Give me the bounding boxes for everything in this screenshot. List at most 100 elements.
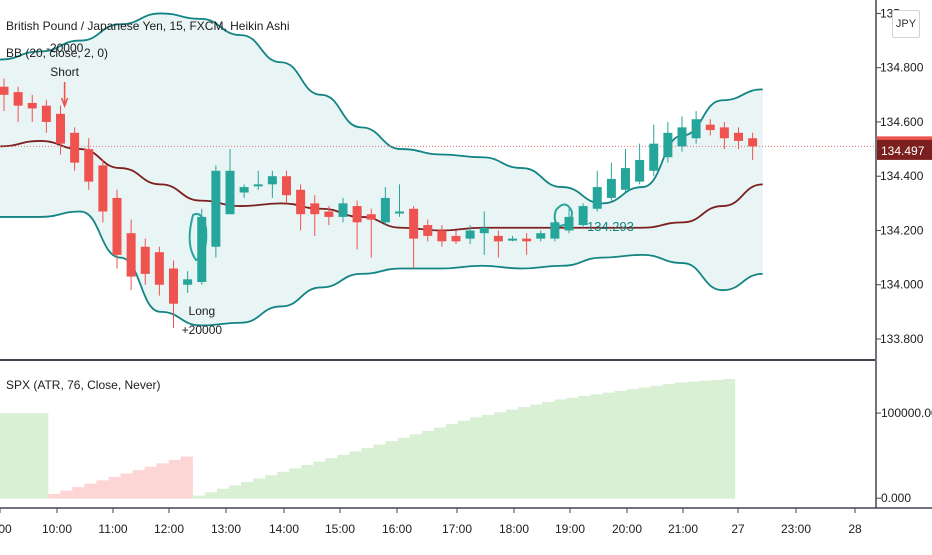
candle <box>183 271 193 293</box>
candle <box>479 211 489 255</box>
histogram-bar <box>469 417 483 499</box>
candle-body <box>451 235 461 242</box>
candle <box>621 149 630 193</box>
histogram-bar <box>722 379 736 499</box>
currency-button[interactable]: JPY <box>892 10 920 38</box>
histogram-bar <box>24 413 37 499</box>
y-tick-label: 134.600 <box>880 115 924 129</box>
candle <box>719 121 729 150</box>
chart-title: British Pound / Japanese Yen, 15, FXCM, … <box>6 19 290 33</box>
histogram-bar <box>240 482 254 499</box>
histogram-bar <box>96 480 109 499</box>
histogram-bar <box>36 413 49 499</box>
candle <box>112 189 122 269</box>
candle-body <box>536 233 546 239</box>
candle-body <box>27 102 37 109</box>
histogram-bar <box>72 487 85 499</box>
candle <box>366 208 376 258</box>
histogram-bar <box>686 381 700 499</box>
candle-body <box>592 187 602 209</box>
histogram-bar <box>120 473 133 499</box>
candle <box>98 159 108 223</box>
candle <box>578 203 588 228</box>
candle-body <box>409 208 419 239</box>
candle-body <box>41 105 51 122</box>
candle <box>0 78 9 112</box>
candle <box>592 170 602 212</box>
target-price-label: 134.293 <box>587 219 634 234</box>
x-tick-label: 9:00 <box>0 522 12 536</box>
y-tick-label: 134.000 <box>880 278 924 292</box>
candle-body <box>578 206 588 226</box>
candle <box>522 233 532 255</box>
candle-body <box>225 170 235 215</box>
candle-body <box>734 132 743 141</box>
candle-body <box>112 197 122 255</box>
candle-body <box>606 178 616 198</box>
candle <box>225 149 235 215</box>
histogram-bar <box>457 420 471 499</box>
candle-body <box>169 268 178 304</box>
histogram-bar <box>337 454 350 499</box>
candle <box>409 206 419 269</box>
candle <box>451 230 461 245</box>
histogram-bar <box>638 387 651 499</box>
candle-body <box>677 127 687 147</box>
candle <box>140 238 150 285</box>
candle <box>734 127 743 150</box>
histogram-bar <box>385 441 398 499</box>
candle-body <box>352 206 362 223</box>
histogram-bar <box>265 475 278 499</box>
x-tick-label: 23:00 <box>781 522 811 536</box>
histogram-bar <box>192 495 205 499</box>
candle-body <box>493 235 503 242</box>
histogram-bar <box>301 464 314 499</box>
bb-indicator-label: BB (20, close, 2, 0) <box>6 46 108 60</box>
candle <box>437 225 447 247</box>
candle-body <box>508 238 517 241</box>
x-tick-label: 16:00 <box>382 522 412 536</box>
x-tick-label: 21:00 <box>668 522 698 536</box>
candle <box>239 184 249 198</box>
candle-body <box>465 230 475 239</box>
candle-body <box>366 214 376 220</box>
candle-body <box>550 222 560 239</box>
long-highlight-outline <box>188 212 208 262</box>
histogram-bar <box>361 447 374 499</box>
histogram-bar <box>421 430 434 499</box>
candle <box>154 246 164 296</box>
candle <box>310 195 320 236</box>
histogram-bar <box>253 478 266 499</box>
histogram-bar <box>409 434 422 499</box>
candle <box>649 124 659 177</box>
candle <box>395 184 404 217</box>
histogram-bar <box>180 456 193 499</box>
candle <box>606 162 616 201</box>
short-arrow-icon <box>60 82 69 109</box>
histogram-bar <box>494 412 507 499</box>
spx-indicator-label: SPX (ATR, 76, Close, Never) <box>6 378 161 392</box>
histogram-bar <box>228 485 242 499</box>
histogram-bar <box>614 390 627 499</box>
histogram-bar <box>204 492 218 499</box>
candle-body <box>211 170 221 247</box>
candle <box>282 170 291 204</box>
candle-body <box>239 187 249 193</box>
candle <box>465 225 475 245</box>
histogram-bar <box>445 424 459 499</box>
target-highlight-outline <box>553 203 574 228</box>
candle-body <box>13 92 23 106</box>
long-order-label: Long <box>189 304 216 318</box>
candle-body <box>691 119 701 139</box>
histogram-bar <box>602 392 615 499</box>
candle <box>84 138 94 190</box>
histogram-bar <box>216 488 230 499</box>
histogram-bar <box>277 471 290 499</box>
candle <box>635 143 645 185</box>
candle-body <box>56 113 65 144</box>
histogram-bar <box>144 466 157 499</box>
histogram-bar <box>397 437 410 499</box>
histogram-bar <box>373 444 386 499</box>
candle <box>169 260 178 329</box>
